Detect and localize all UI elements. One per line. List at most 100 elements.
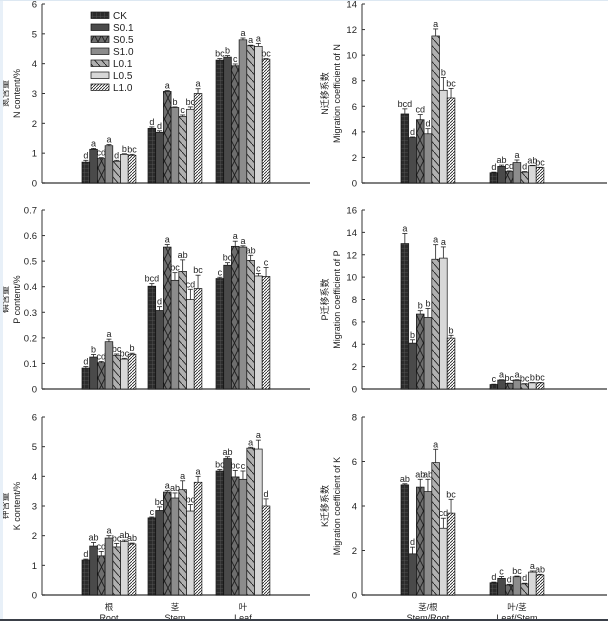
legend-swatch-l1-0 — [90, 83, 110, 91]
bar-ck — [81, 161, 91, 184]
significance-letter: ab — [246, 245, 256, 255]
significance-letter: a — [91, 138, 96, 148]
significance-letter: ab — [119, 530, 129, 540]
significance-letter: a — [433, 235, 438, 245]
bottom-border — [0, 619, 608, 621]
significance-letter: bcd — [145, 274, 160, 284]
y-tick-label: 6 — [352, 102, 357, 113]
significance-letter: c — [241, 461, 246, 471]
y-tick-label: 14 — [346, 0, 357, 11]
significance-letter: ab — [89, 532, 99, 542]
bar-l1-0 — [535, 167, 545, 184]
bar-ck — [489, 172, 499, 184]
significance-letter: ab — [415, 469, 425, 479]
significance-letter: d — [425, 119, 430, 129]
significance-letter: ab — [170, 483, 180, 493]
y-tick-label: 0 — [352, 179, 357, 190]
significance-letter: a — [256, 33, 261, 43]
significance-letter: bc — [535, 373, 545, 383]
bar-s0-1 — [497, 577, 506, 596]
y-tick-label: 2 — [32, 119, 37, 130]
x-category-label-cn: 茎 — [171, 602, 180, 612]
bar-s0-1 — [89, 356, 98, 390]
bar-s1-0 — [423, 317, 433, 390]
significance-letter: ab — [127, 533, 137, 543]
bar-s0-5 — [163, 491, 172, 596]
bar-l0-5 — [186, 108, 195, 184]
bar-l1-0 — [446, 512, 456, 596]
x-category-label-cn: 叶/茎 — [507, 602, 527, 612]
significance-letter: d — [507, 574, 512, 584]
bar-s0-5 — [505, 383, 514, 390]
y-tick-label: 0.7 — [24, 206, 37, 217]
significance-letter: a — [499, 370, 504, 380]
y-tick-label: 4 — [352, 127, 357, 138]
significance-letter: ab — [497, 155, 507, 165]
y-axis-title-cn: 磷含量 — [0, 286, 10, 313]
significance-letter: d — [149, 117, 154, 127]
y-tick-label: 14 — [346, 228, 357, 239]
y-tick-label: 10 — [346, 51, 357, 62]
bar-ck — [400, 243, 410, 390]
top-border — [0, 0, 608, 1]
significance-letter: bc — [193, 265, 203, 275]
y-tick-label: 4 — [32, 472, 37, 483]
bar-l0-1 — [112, 354, 121, 390]
legend-label: S0.1 — [113, 23, 134, 34]
y-tick-label: 10 — [346, 273, 357, 284]
bar-s0-5 — [97, 555, 106, 596]
significance-letter: bc — [520, 374, 530, 384]
bar-l0-1 — [246, 447, 255, 596]
significance-letter: c — [150, 507, 155, 517]
y-tick-label: 1 — [32, 561, 37, 572]
significance-letter: a — [514, 150, 519, 160]
bar-s0-5 — [505, 584, 514, 596]
significance-letter: a — [433, 439, 438, 449]
significance-letter: ab — [400, 474, 410, 484]
bar-s1-0 — [512, 576, 522, 596]
significance-letter: bc — [215, 460, 225, 470]
bar-s0-1 — [223, 56, 232, 184]
y-tick-label: 5 — [32, 442, 37, 453]
y-axis-title-cn: 钾含量 — [0, 492, 10, 519]
significance-letter: bc — [155, 497, 165, 507]
significance-letter: d — [157, 121, 162, 131]
y-tick-label: 0.3 — [24, 308, 37, 319]
bar-l1-0 — [261, 276, 271, 390]
y-tick-label: 8 — [352, 76, 357, 87]
significance-letter: c — [180, 105, 185, 115]
y-tick-label: 6 — [352, 317, 357, 328]
bar-l1-0 — [261, 505, 271, 596]
significance-letter: a — [196, 466, 201, 476]
bar-ck — [215, 59, 225, 184]
bar-l1-0 — [535, 382, 545, 390]
significance-letter: b — [225, 46, 230, 56]
significance-letter: bc — [170, 263, 180, 273]
x-category-label-cn: 根 — [105, 602, 114, 612]
legend-label: L0.1 — [113, 59, 133, 70]
y-axis-title-cn: P迁移系数 — [319, 278, 330, 320]
significance-letter: a — [240, 28, 245, 38]
significance-letter: a — [165, 481, 170, 491]
legend-label: L0.5 — [113, 71, 133, 82]
bar-l0-5 — [439, 89, 448, 184]
significance-letter: b — [130, 343, 135, 353]
x-category-label: Stem/Root — [407, 613, 450, 621]
y-tick-label: 5 — [32, 29, 37, 40]
bar-l0-1 — [431, 462, 440, 596]
significance-letter: bc — [504, 373, 514, 383]
bar-s0-5 — [231, 245, 240, 390]
significance-letter: cd — [96, 148, 106, 158]
bar-ck — [400, 484, 410, 596]
y-tick-label: 2 — [32, 531, 37, 542]
bar-l0-5 — [186, 510, 195, 596]
significance-letter: bc — [261, 49, 271, 59]
significance-letter: d — [157, 297, 162, 307]
bar-s0-5 — [416, 313, 425, 390]
significance-letter: bc — [446, 78, 456, 88]
bar-s0-1 — [155, 510, 164, 596]
bar-l1-0 — [535, 574, 545, 596]
bar-l0-5 — [528, 382, 537, 390]
